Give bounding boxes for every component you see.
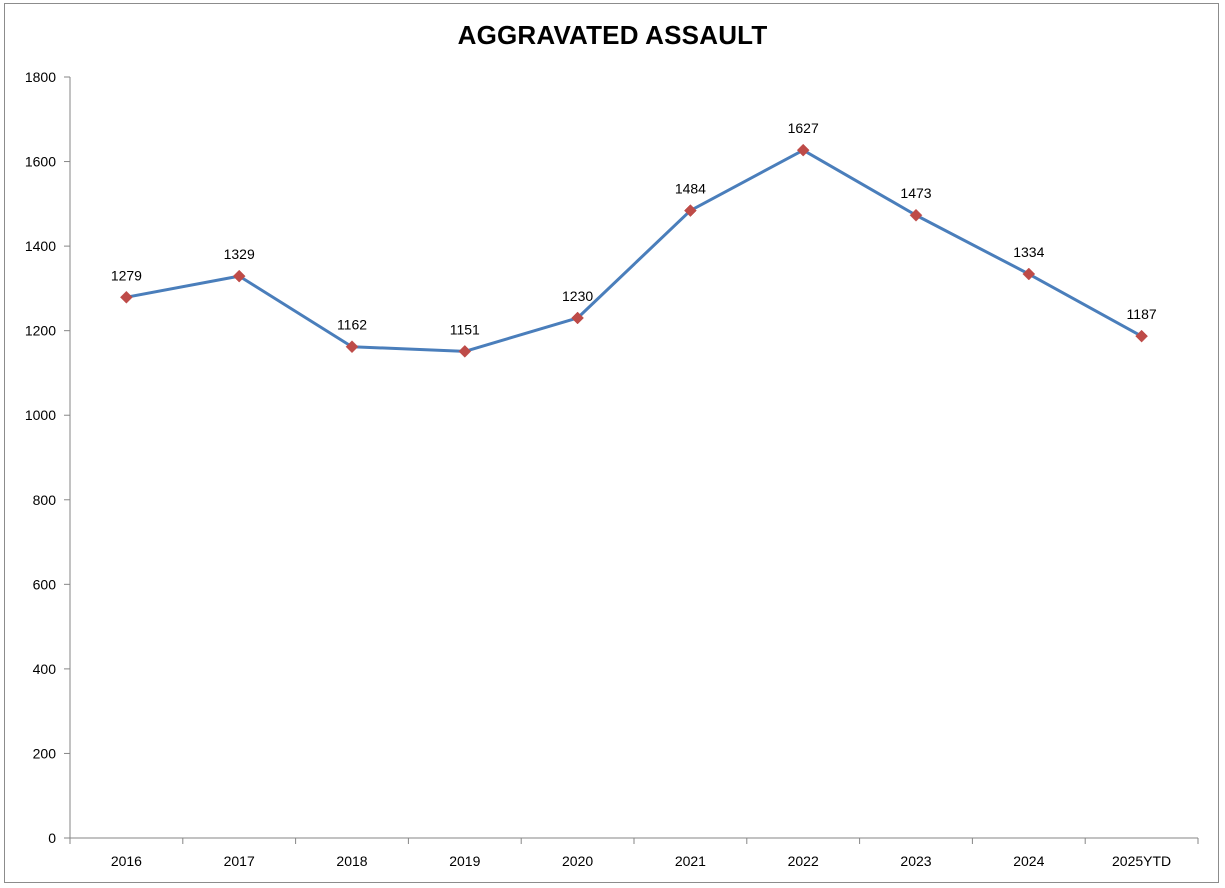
data-point-marker <box>458 345 472 358</box>
data-point-marker <box>1022 267 1036 281</box>
y-tick-label: 1400 <box>25 238 56 254</box>
x-tick-label: 2020 <box>562 853 593 869</box>
x-tick-label: 2025YTD <box>1112 853 1171 869</box>
y-tick-label: 1000 <box>25 407 56 423</box>
series-line <box>126 148 1143 353</box>
data-label: 1627 <box>788 120 819 136</box>
y-tick-label: 1200 <box>25 323 56 339</box>
y-axis: 0 200 400 600 800 1000 1200 1400 1600 1800 <box>25 69 71 846</box>
x-tick-label: 2018 <box>336 853 367 869</box>
y-tick-label: 1800 <box>25 69 56 85</box>
x-tick-label: 2023 <box>900 853 931 869</box>
data-point-marker <box>796 143 810 157</box>
data-label: 1151 <box>450 321 480 337</box>
y-tick-label: 200 <box>33 745 57 761</box>
data-label: 1279 <box>111 267 142 283</box>
chart-frame <box>4 3 1219 883</box>
data-label: 1473 <box>900 185 931 201</box>
data-label: 1230 <box>562 288 593 304</box>
data-point-marker <box>684 204 697 217</box>
x-tick-label: 2021 <box>675 853 706 869</box>
y-tick-label: 1600 <box>25 154 56 170</box>
data-label: 1162 <box>337 317 367 333</box>
data-label: 1187 <box>1127 306 1157 322</box>
data-point-marker <box>571 311 584 325</box>
x-tick-label: 2017 <box>224 853 255 869</box>
x-tick-label: 2022 <box>788 853 819 869</box>
x-tick-label: 2024 <box>1013 853 1044 869</box>
y-tick-label: 600 <box>33 576 57 592</box>
x-tick-label: 2016 <box>111 853 142 869</box>
y-tick-label: 0 <box>48 830 56 846</box>
data-point-marker <box>345 340 359 354</box>
data-point-marker <box>1135 329 1148 343</box>
data-point-marker <box>909 208 923 222</box>
data-label: 1329 <box>224 246 255 262</box>
data-labels: 1279 1329 1162 1151 1230 1484 1627 1473 1334 1187 <box>111 120 1157 337</box>
y-tick-label: 400 <box>33 661 57 677</box>
data-point-marker <box>120 290 133 304</box>
x-tick-label: 2019 <box>449 853 480 869</box>
data-label: 1484 <box>675 181 706 197</box>
series <box>120 143 1148 358</box>
chart-title: AGGRAVATED ASSAULT <box>457 20 768 50</box>
y-tick-label: 800 <box>33 492 57 508</box>
data-point-marker <box>232 269 246 283</box>
x-axis: 2016 2017 2018 2019 2020 2021 2022 2023 2024 2025… <box>69 837 1199 869</box>
data-label: 1334 <box>1013 244 1044 260</box>
